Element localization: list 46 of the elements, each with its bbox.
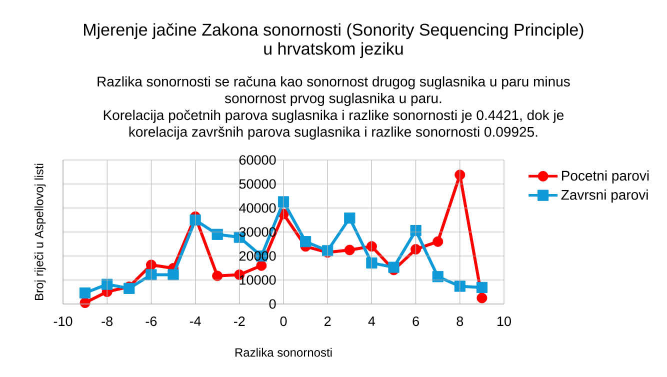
x-tick-label: 4 — [368, 316, 376, 326]
point — [168, 269, 179, 280]
y-tick-label: 50000 — [239, 179, 276, 189]
x-tick-label: -6 — [146, 316, 157, 326]
point — [476, 292, 488, 304]
point — [432, 236, 444, 247]
x-tick-label: 0 — [280, 316, 287, 326]
y-tick-label: 40000 — [239, 203, 276, 213]
point — [366, 257, 378, 269]
x-tick-label: 10 — [498, 316, 511, 326]
y-tick-label: 0 — [269, 299, 276, 309]
text: Korelacija početnih parova suglasnika i razlike sonornosti je 0.4421, dok je korelacija završnih parova suglasnika i razlike sonornosti 0.09925. — [104, 110, 564, 140]
point — [432, 271, 444, 282]
point — [300, 236, 312, 248]
x-tick-label: 2 — [324, 316, 331, 326]
point — [454, 280, 466, 292]
y-tick-label: 10000 — [240, 275, 276, 285]
x-axis-title: Razlika sonornosti — [235, 348, 332, 357]
x-tick-label: 8 — [456, 316, 464, 326]
point — [366, 241, 377, 252]
point — [256, 260, 267, 271]
point — [410, 244, 422, 255]
legend-label: Pocetni parovi — [562, 170, 649, 184]
x-tick-label: -10 — [54, 316, 72, 326]
point — [388, 262, 400, 273]
x-tick-label: -8 — [102, 316, 113, 326]
chart-title: Mjerenje jačine Zakona sonornosti (Sonority Sequencing Principle) u hrvatskom jeziku — [84, 23, 584, 58]
point — [278, 196, 290, 208]
point — [476, 282, 488, 293]
point — [212, 270, 223, 282]
point — [454, 170, 466, 180]
point — [190, 214, 201, 226]
y-axis-title: Broj riječi u Aspellovoj listi — [34, 164, 46, 300]
chart-subtitle: Razlika sonornosti se računa kao sonornost drugog suglasnika u paru minus sonornost prvog suglasnika u paru. — [98, 76, 570, 106]
point — [146, 269, 157, 280]
point — [146, 260, 156, 270]
point — [80, 287, 91, 299]
point — [344, 244, 355, 256]
y-tick-label: 60000 — [239, 155, 276, 165]
x-tick-label: -2 — [234, 316, 245, 326]
x-tick-label: 6 — [412, 316, 419, 326]
point — [344, 212, 356, 224]
x-tick-label: -4 — [190, 316, 201, 326]
legend-label: Zavrsni parovi — [561, 190, 648, 203]
point — [212, 228, 223, 240]
point — [102, 278, 113, 290]
